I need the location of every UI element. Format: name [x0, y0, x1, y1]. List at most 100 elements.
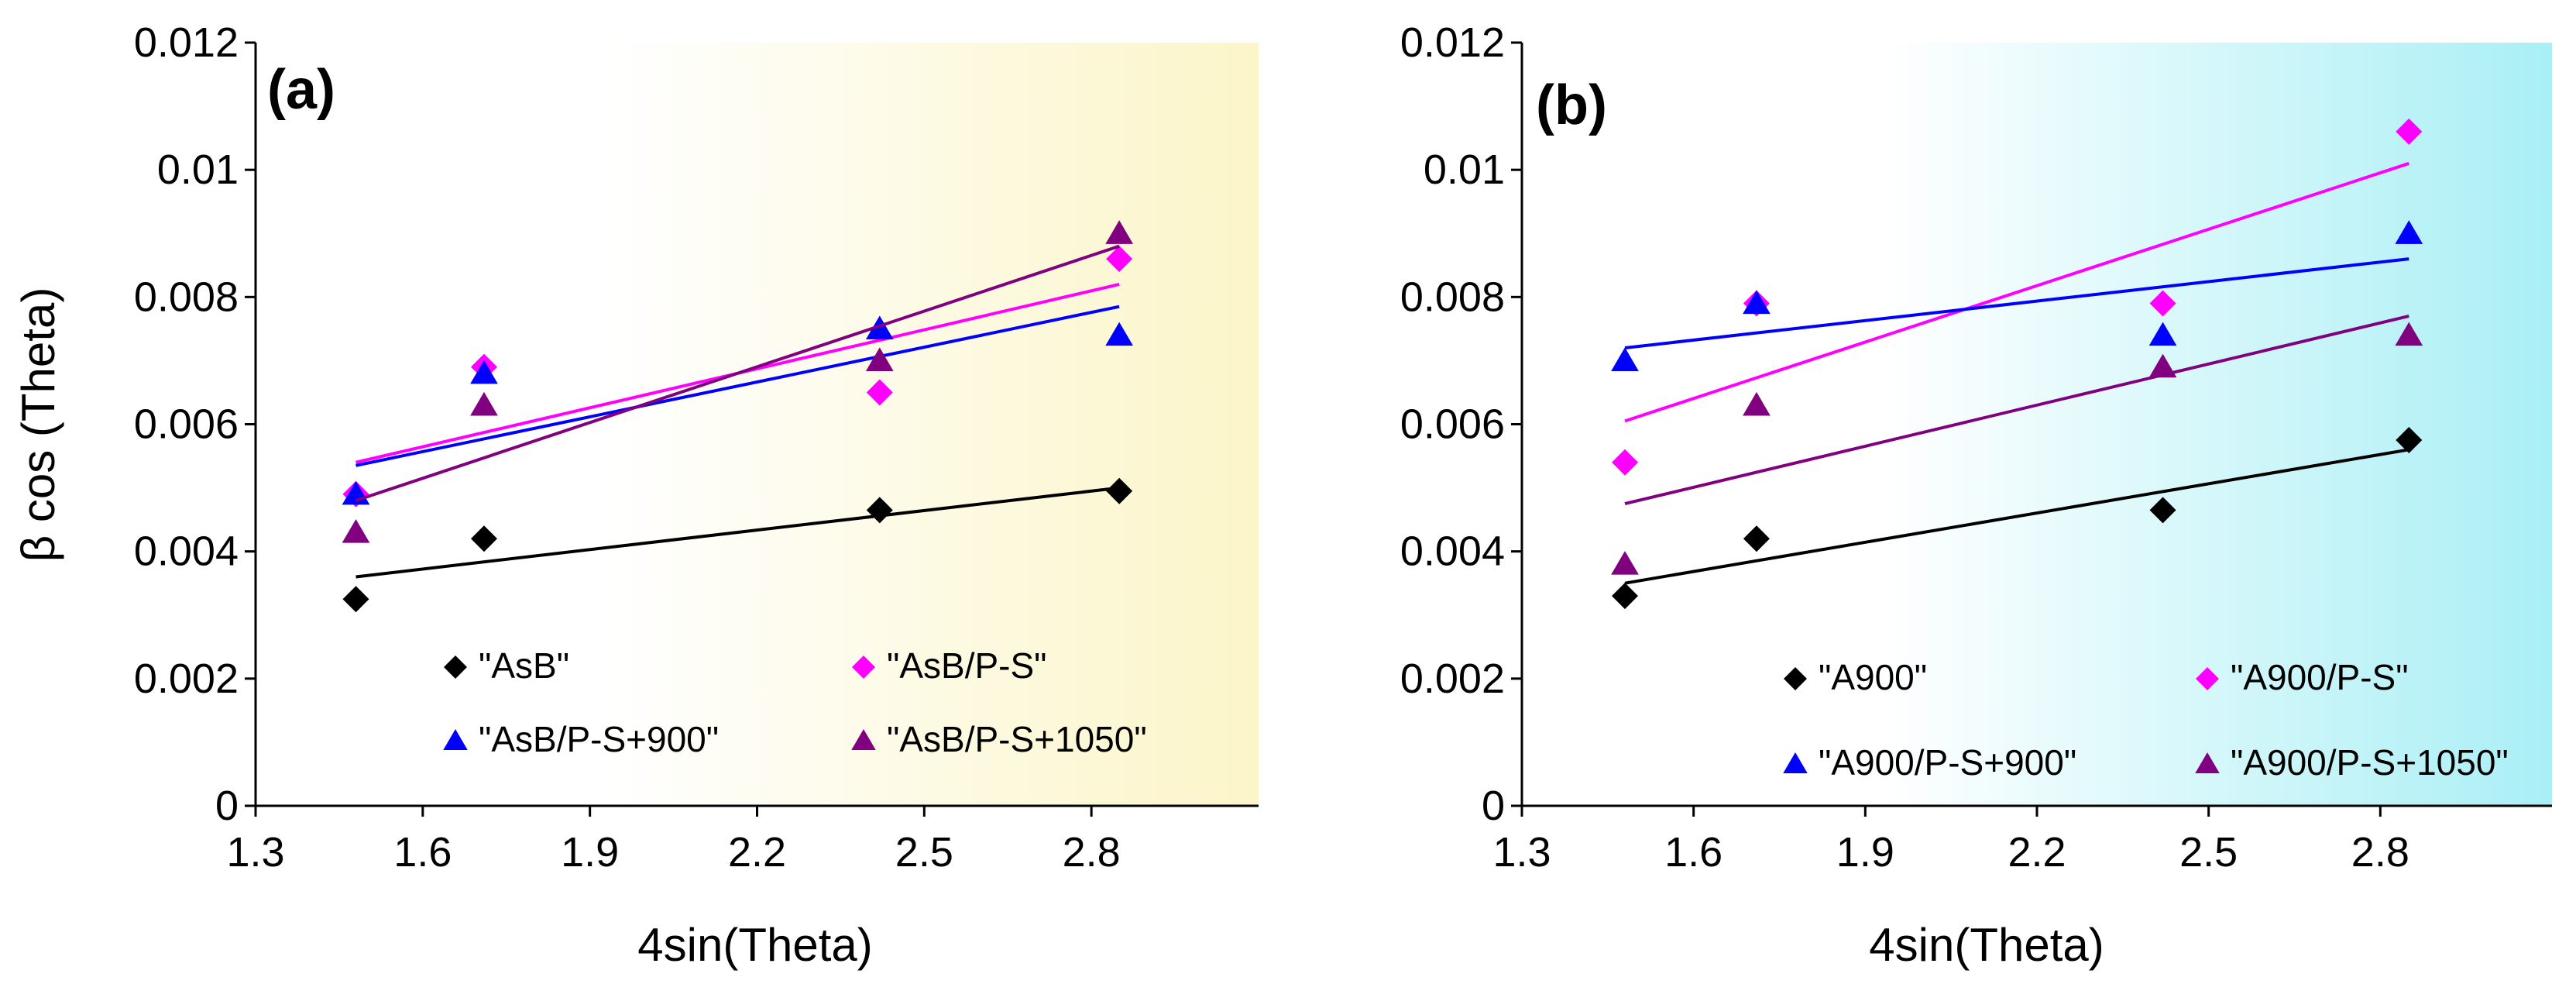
y-tick-label: 0.012 [1400, 19, 1505, 66]
legend-item: "AsB/P-S+900" [443, 719, 719, 759]
x-tick-label: 2.8 [1063, 829, 1121, 876]
data-point [1611, 551, 1639, 575]
y-tick-label: 0.004 [134, 528, 239, 575]
y-tick-label: 0.008 [134, 274, 239, 320]
legend-marker [851, 729, 876, 750]
data-point [866, 497, 893, 524]
data-point [865, 347, 894, 372]
data-point [1106, 246, 1133, 273]
series-1 [1612, 118, 2423, 476]
legend-label: "A900/P-S" [2231, 657, 2409, 697]
data-point [1105, 220, 1133, 244]
data-point [2148, 322, 2177, 346]
trend-line [355, 305, 1120, 467]
y-tick-label: 0.002 [134, 656, 239, 702]
data-point [2396, 427, 2423, 454]
data-point [342, 519, 370, 543]
x-tick-label: 2.5 [2179, 829, 2238, 876]
legend-marker [444, 656, 467, 679]
panel-label: (a) [267, 59, 335, 121]
data-point [1106, 477, 1133, 504]
trend-line [355, 244, 1120, 502]
plot-background [1522, 43, 2552, 806]
legend-marker [443, 729, 468, 750]
trend-line [1624, 162, 2409, 423]
legend-marker [852, 656, 875, 679]
x-tick-label: 1.3 [1492, 829, 1551, 876]
data-point [1612, 449, 1638, 476]
legend-item: "A900/P-S+1050" [2195, 742, 2509, 783]
trend-line [1624, 257, 2409, 349]
series-2 [1611, 220, 2423, 372]
data-point [470, 525, 497, 552]
trend-line [355, 486, 1120, 579]
x-axis-label: 4sin(Theta) [637, 919, 872, 971]
legend-marker [1783, 752, 1808, 773]
series-3 [1611, 315, 2423, 575]
x-tick-label: 1.6 [393, 829, 452, 876]
legend-item: "A900/P-S+900" [1783, 742, 2076, 783]
legend-label: "A900" [1819, 657, 1927, 697]
trend-line [1624, 315, 2409, 506]
data-point [1743, 391, 1771, 416]
x-tick-label: 1.9 [561, 829, 619, 876]
data-point [1743, 525, 1770, 552]
x-axis-label: 4sin(Theta) [1869, 919, 2104, 971]
legend-label: "AsB/P-S+1050" [887, 719, 1147, 759]
data-point [2149, 290, 2176, 317]
legend-label: "AsB/P-S" [887, 645, 1046, 686]
y-tick-label: 0.012 [134, 19, 239, 66]
trend-line [1624, 448, 2409, 585]
y-tick-label: 0.002 [1400, 656, 1505, 702]
data-point [1105, 322, 1133, 346]
data-point [2395, 322, 2423, 346]
data-point [2395, 220, 2423, 244]
legend-item: "A900" [1784, 657, 1927, 697]
series-3 [342, 220, 1133, 543]
data-point [470, 360, 498, 384]
y-axis-label: β cos (Theta) [12, 287, 64, 563]
data-point [866, 379, 893, 406]
y-tick-label: 0 [215, 783, 239, 829]
legend-label: "A900/P-S+900" [1819, 742, 2076, 783]
plot-background [256, 43, 1259, 806]
legend-marker [2196, 667, 2219, 690]
legend-item: "A900/P-S" [2196, 657, 2409, 697]
y-tick-label: 0.006 [1400, 401, 1505, 448]
data-point [2149, 497, 2176, 524]
data-point [470, 391, 498, 416]
legend-marker [1784, 667, 1807, 690]
data-point [342, 586, 369, 613]
legend-label: "AsB/P-S+900" [479, 719, 719, 759]
y-tick-label: 0.006 [134, 401, 239, 448]
legend-label: "A900/P-S+1050" [2231, 742, 2509, 783]
legend-item: "AsB/P-S+1050" [851, 719, 1147, 759]
series-0 [342, 477, 1133, 613]
series-0 [1612, 427, 2423, 610]
data-point [1611, 347, 1639, 372]
data-point [1612, 583, 1638, 610]
legend-item: "AsB/P-S" [852, 645, 1046, 686]
x-tick-label: 2.2 [2008, 829, 2066, 876]
legend-item: "AsB" [444, 645, 569, 686]
x-tick-label: 2.8 [2351, 829, 2409, 876]
x-tick-label: 2.2 [728, 829, 786, 876]
legend-label: "AsB" [479, 645, 569, 686]
legend-marker [2195, 752, 2220, 773]
x-tick-label: 1.3 [226, 829, 284, 876]
y-tick-label: 0.01 [157, 146, 239, 193]
chart-panel-a: 0 0.002 0.004 0.006 0.008 0.01 0.012 1.3 1.6 1.9 2… [12, 19, 1259, 971]
y-tick-label: 0.008 [1400, 274, 1505, 320]
y-tick-label: 0.01 [1424, 146, 1505, 193]
x-tick-label: 1.9 [1836, 829, 1894, 876]
panel-label: (b) [1536, 74, 1607, 136]
x-tick-label: 2.5 [895, 829, 953, 876]
x-tick-label: 1.6 [1664, 829, 1722, 876]
data-point [2396, 118, 2423, 145]
y-tick-label: 0 [1482, 783, 1505, 829]
data-point [2148, 353, 2177, 378]
data-point [1743, 290, 1771, 315]
chart-panel-b: 0 0.002 0.004 0.006 0.008 0.01 0.012 1.3 1.6 1.9 2… [1400, 19, 2552, 971]
y-tick-label: 0.004 [1400, 528, 1505, 575]
